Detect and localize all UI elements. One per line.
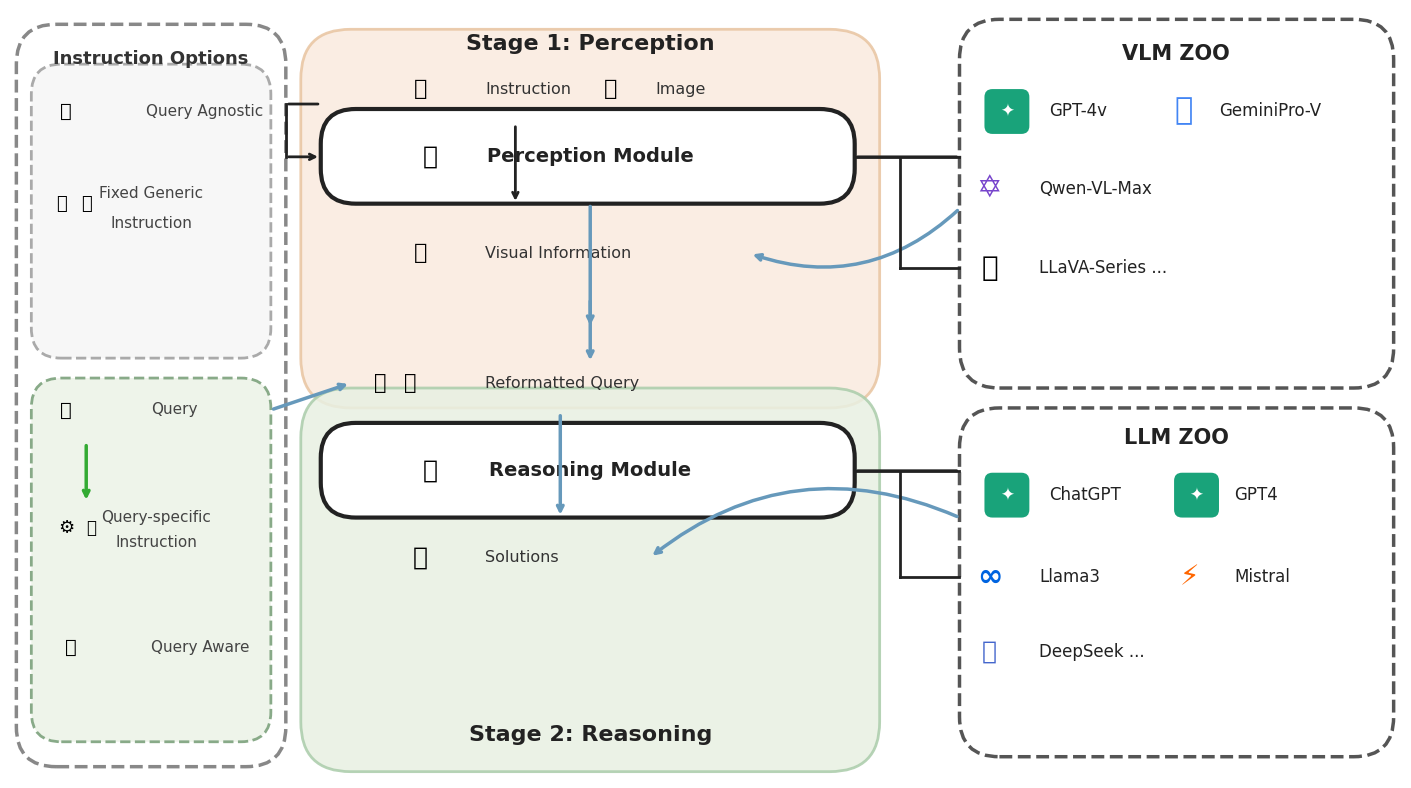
Text: Fixed Generic: Fixed Generic xyxy=(99,186,203,201)
FancyBboxPatch shape xyxy=(31,378,271,742)
FancyBboxPatch shape xyxy=(31,64,271,358)
FancyBboxPatch shape xyxy=(320,423,855,518)
Text: Instruction: Instruction xyxy=(485,82,571,97)
Text: ✦: ✦ xyxy=(1000,486,1015,504)
Text: Reformatted Query: Reformatted Query xyxy=(485,376,639,391)
Text: 👁: 👁 xyxy=(423,145,437,169)
Text: Instruction: Instruction xyxy=(110,216,192,231)
Text: ⚙: ⚙ xyxy=(58,519,75,537)
Text: 🐨: 🐨 xyxy=(981,255,998,282)
Text: LLM ZOO: LLM ZOO xyxy=(1123,428,1229,448)
Text: 🐳: 🐳 xyxy=(982,640,998,664)
Text: 🔍: 🔍 xyxy=(61,400,72,419)
Text: Llama3: Llama3 xyxy=(1040,568,1101,586)
FancyBboxPatch shape xyxy=(985,473,1030,518)
Text: Query Aware: Query Aware xyxy=(151,640,250,655)
Text: ChatGPT: ChatGPT xyxy=(1050,485,1122,504)
Text: DeepSeek ...: DeepSeek ... xyxy=(1040,643,1144,661)
Text: 📝: 📝 xyxy=(413,79,428,99)
Text: Solutions: Solutions xyxy=(485,550,559,565)
Text: Query: Query xyxy=(151,403,198,418)
Text: Qwen-VL-Max: Qwen-VL-Max xyxy=(1040,180,1153,198)
Text: 📄: 📄 xyxy=(56,195,66,213)
Text: 📄: 📄 xyxy=(80,195,92,213)
Text: Query-specific: Query-specific xyxy=(102,510,212,525)
Text: ⚡: ⚡ xyxy=(1180,563,1199,591)
FancyBboxPatch shape xyxy=(985,89,1030,134)
Text: ✡: ✡ xyxy=(976,174,1002,203)
Text: ✦: ✦ xyxy=(1000,102,1015,121)
Text: Instruction Options: Instruction Options xyxy=(54,50,248,69)
Text: GPT4: GPT4 xyxy=(1235,485,1278,504)
FancyBboxPatch shape xyxy=(1174,473,1219,518)
Text: Perception Module: Perception Module xyxy=(487,147,694,166)
Text: 🚫: 🚫 xyxy=(61,102,72,121)
Text: ✦: ✦ xyxy=(1189,486,1204,504)
Text: Stage 2: Reasoning: Stage 2: Reasoning xyxy=(468,725,713,745)
FancyBboxPatch shape xyxy=(320,109,855,203)
Text: Image: Image xyxy=(655,82,706,97)
Text: 📋: 📋 xyxy=(413,243,428,263)
FancyBboxPatch shape xyxy=(301,388,879,771)
Text: 📄: 📄 xyxy=(405,373,416,393)
Text: Instruction: Instruction xyxy=(116,535,198,550)
Text: Visual Information: Visual Information xyxy=(485,246,632,261)
Text: Mistral: Mistral xyxy=(1235,568,1290,586)
Text: VLM ZOO: VLM ZOO xyxy=(1122,44,1230,64)
Text: Stage 1: Perception: Stage 1: Perception xyxy=(466,34,714,54)
Text: 📄: 📄 xyxy=(86,519,96,537)
Text: Query Agnostic: Query Agnostic xyxy=(147,103,264,118)
Text: Reasoning Module: Reasoning Module xyxy=(490,461,691,480)
Text: 🧠: 🧠 xyxy=(423,459,437,483)
Text: 📄: 📄 xyxy=(374,373,387,393)
Text: ∞: ∞ xyxy=(976,563,1002,592)
FancyBboxPatch shape xyxy=(301,29,879,408)
Text: GPT-4v: GPT-4v xyxy=(1050,102,1108,120)
Text: 💡: 💡 xyxy=(413,545,428,570)
Text: LLaVA-Series ...: LLaVA-Series ... xyxy=(1040,259,1167,277)
Text: 🖼: 🖼 xyxy=(604,79,617,99)
Text: 🅖: 🅖 xyxy=(1175,96,1194,125)
Text: GeminiPro-V: GeminiPro-V xyxy=(1219,102,1321,120)
Text: 👁: 👁 xyxy=(65,637,78,656)
